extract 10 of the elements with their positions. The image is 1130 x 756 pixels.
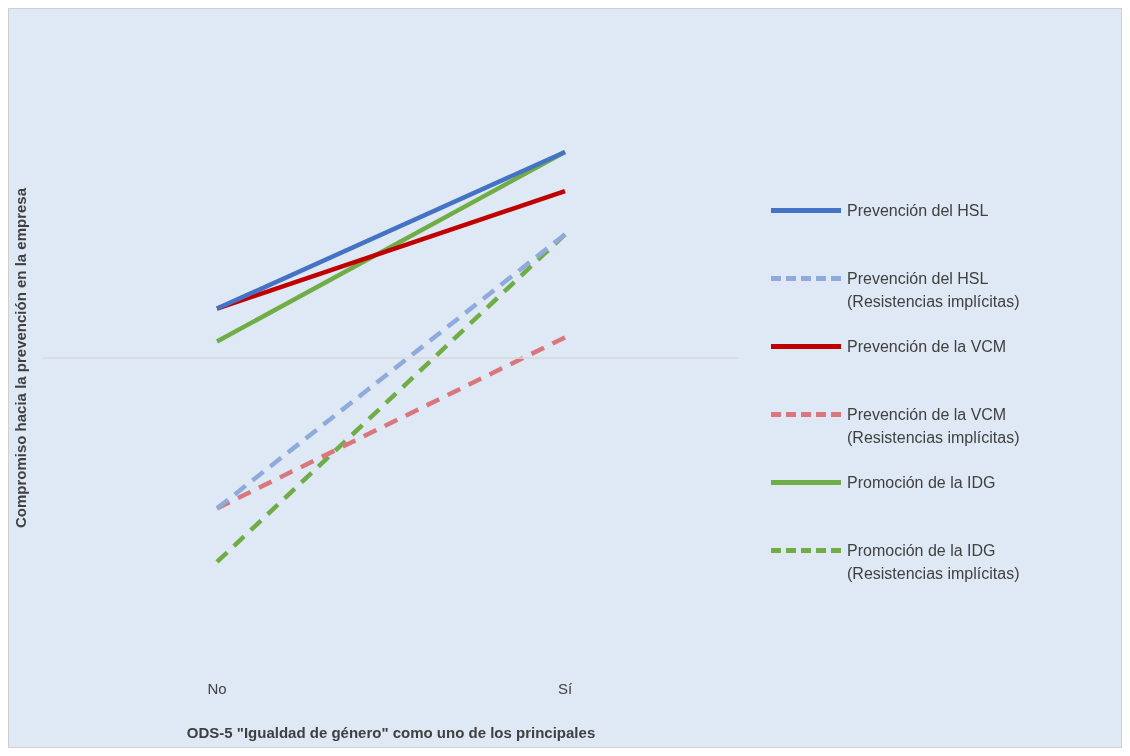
legend-label: Prevención del HSL — [847, 201, 990, 221]
y-axis-title: Compromiso hacia la prevención en la empresa — [12, 187, 30, 529]
legend-label: Promoción de la IDG — [847, 473, 997, 493]
x-tick-label: Sí — [557, 680, 573, 698]
legend-label: Prevención de la VCM (Resistencias implícitas) — [847, 405, 1021, 448]
legend-label: Prevención del HSL (Resistencias implícitas) — [847, 269, 1021, 312]
x-tick-label: No — [207, 680, 227, 698]
legend-label: Promoción de la IDG (Resistencias implícitas) — [847, 541, 1021, 584]
x-axis-title: ODS-5 "Igualdad de género" como uno de los principales — [186, 724, 596, 742]
legend-label: Prevención de la VCM — [847, 337, 1008, 357]
